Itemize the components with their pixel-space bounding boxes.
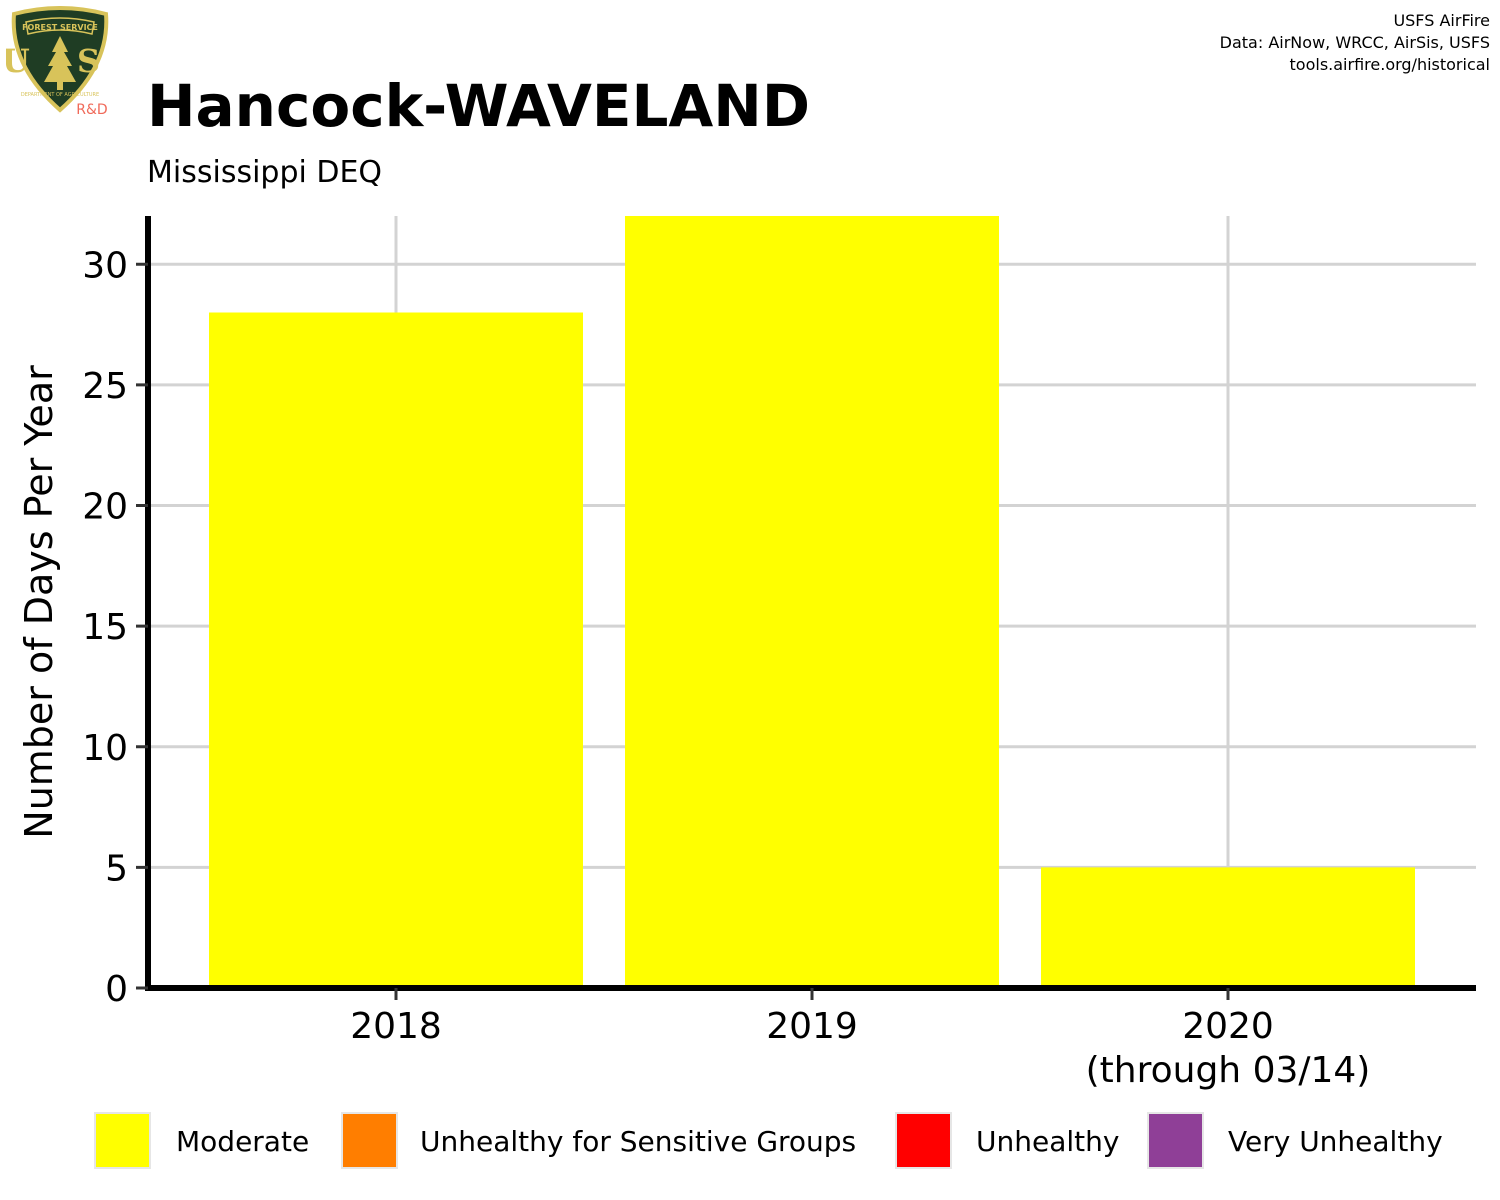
bar [625, 216, 999, 988]
legend-key [1147, 1112, 1204, 1169]
x-tick-label: 2018 [350, 1006, 442, 1047]
bars [209, 216, 1415, 988]
logo-badge: R&D [76, 102, 107, 118]
y-tick-label: 25 [82, 366, 128, 407]
y-tick-label: 15 [82, 607, 128, 648]
bar [209, 312, 583, 988]
legend-label: Unhealthy for Sensitive Groups [420, 1125, 856, 1158]
axes: 0 5 10 15 20 25 30 2018 2019 2020(through 03/14) [82, 216, 1476, 1091]
y-tick-label: 5 [105, 848, 128, 889]
legend-key [341, 1112, 398, 1169]
legend-label: Very Unhealthy [1228, 1125, 1443, 1158]
legend-key [94, 1112, 151, 1169]
bar [1041, 867, 1415, 988]
usfs-shield-logo: FOREST SERVICE U S DEPARTMENT OF AGRICULTU… [6, 6, 114, 118]
credit-line-1: USFS AirFire [1393, 11, 1490, 30]
legend-key [895, 1112, 952, 1169]
x-tick-label: 2019 [766, 1006, 858, 1047]
credits: USFS AirFire Data: AirNow, WRCC, AirSis,… [1220, 10, 1490, 76]
legend-label: Moderate [176, 1125, 309, 1158]
y-tick-label: 30 [82, 245, 128, 286]
credit-line-3: tools.airfire.org/historical [1289, 55, 1490, 74]
logo-top-text: FOREST SERVICE [22, 23, 98, 32]
chart-title: Hancock-WAVELAND [147, 72, 810, 140]
shield-banner [25, 17, 95, 35]
logo-bottom-text: DEPARTMENT OF AGRICULTURE [21, 92, 99, 98]
y-axis-label: Number of Days Per Year [17, 365, 61, 839]
legend-label: Unhealthy [976, 1125, 1119, 1158]
y-tick-label: 10 [82, 728, 128, 769]
y-tick-label: 0 [105, 969, 128, 1010]
tree-trunk [57, 82, 63, 90]
logo-letters: U S [6, 42, 114, 80]
chart-subtitle: Mississippi DEQ [147, 155, 383, 190]
tree-icon [44, 36, 76, 82]
credit-line-2: Data: AirNow, WRCC, AirSis, USFS [1219, 33, 1490, 52]
y-tick-label: 20 [82, 487, 128, 528]
x-tick-label-note: (through 03/14) [1086, 1050, 1371, 1091]
legend: Moderate Unhealthy for Sensitive Groups Un… [94, 1112, 1443, 1169]
x-tick-label: 2020 [1182, 1006, 1274, 1047]
